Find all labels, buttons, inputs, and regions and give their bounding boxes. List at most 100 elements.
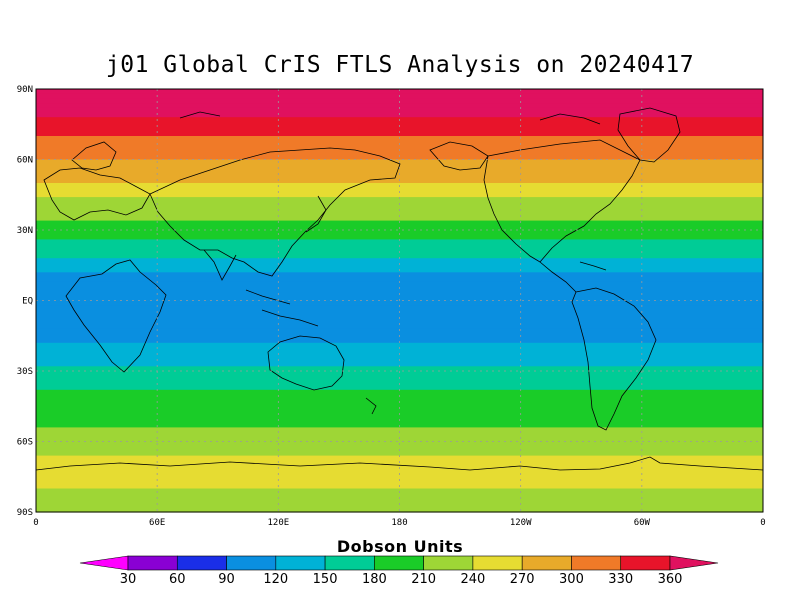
colorbar-extend-low	[79, 555, 129, 571]
longitude-label: 120E	[267, 518, 289, 528]
colorbar-tick-label: 270	[509, 572, 535, 587]
ozone-band	[36, 361, 763, 367]
ozone-band	[36, 154, 763, 161]
ozone-band	[36, 427, 763, 433]
colorbar-tick-label: 30	[119, 572, 137, 587]
ozone-band	[36, 469, 763, 475]
colorbar-swatch	[176, 555, 227, 571]
colorbar-tick-label: 210	[411, 572, 437, 587]
ozone-band	[36, 131, 763, 137]
ozone-band	[36, 347, 763, 353]
latitude-label: EQ	[22, 297, 33, 307]
latitude-label: 30S	[17, 367, 33, 377]
longitude-label: 0	[760, 518, 765, 528]
latitude-label: 60N	[17, 156, 33, 166]
ozone-band	[36, 319, 763, 325]
ozone-band	[36, 253, 763, 259]
ozone-band	[36, 215, 763, 222]
colorbar-tick-label: 90	[218, 572, 235, 587]
ozone-band	[36, 366, 763, 372]
ozone-band	[36, 413, 763, 419]
longitude-label: 180	[391, 518, 407, 528]
colorbar-tick-label: 120	[263, 572, 289, 587]
ozone-band	[36, 192, 763, 198]
ozone-band	[36, 403, 763, 410]
ozone-band	[36, 112, 763, 118]
ozone-band	[36, 502, 763, 508]
longitude-label: 60E	[149, 518, 165, 528]
ozone-band	[36, 230, 763, 236]
longitude-labels: 0 60E 120E 180 120W 60W 0	[33, 518, 765, 528]
ozone-band	[36, 446, 763, 452]
longitude-label: 120W	[510, 518, 532, 528]
ozone-band	[36, 371, 763, 377]
ozone-band	[36, 89, 763, 95]
ozone-band	[36, 277, 763, 283]
ozone-band	[36, 281, 763, 287]
ozone-band	[36, 187, 763, 193]
colorbar-swatch	[521, 555, 572, 571]
ozone-band	[36, 121, 763, 128]
colorbar-swatch	[275, 555, 326, 571]
ozone-band	[36, 211, 763, 217]
latitude-label: 30N	[17, 226, 33, 236]
ozone-band	[36, 103, 763, 109]
latitude-label: 90N	[17, 85, 33, 95]
colorbar-title: Dobson Units	[336, 537, 464, 556]
ozone-band	[36, 394, 763, 400]
coastlines	[35, 107, 764, 471]
colorbar-tick-label: 180	[361, 572, 387, 587]
ozone-band	[36, 338, 763, 344]
ozone-band	[36, 220, 763, 226]
ozone-band	[36, 164, 763, 170]
map-gridlines	[36, 89, 763, 512]
ozone-band	[36, 385, 763, 391]
ozone-band	[36, 295, 763, 302]
ozone-band	[36, 474, 763, 480]
ozone-band	[36, 150, 763, 156]
ozone-band	[36, 432, 763, 438]
ozone-band	[36, 239, 763, 245]
ozone-band	[36, 328, 763, 334]
map-frame	[35, 88, 764, 513]
ozone-band	[36, 107, 763, 114]
ozone-band	[36, 450, 763, 457]
ozone-band	[36, 497, 763, 504]
colorbar-swatch	[571, 555, 622, 571]
ozone-band	[36, 342, 763, 349]
colorbar-tick-label: 330	[608, 572, 634, 587]
colorbar-tick-label: 150	[312, 572, 338, 587]
ozone-band	[36, 258, 763, 264]
colorbar-swatch	[620, 555, 671, 571]
ozone-band	[36, 324, 763, 330]
ozone-band	[36, 389, 763, 396]
colorbar-swatch	[127, 555, 178, 571]
ozone-band	[36, 305, 763, 311]
ozone-band	[36, 436, 763, 443]
latitude-label: 90S	[17, 508, 33, 518]
ozone-band	[36, 262, 763, 269]
colorbar-extend-high	[669, 555, 719, 571]
colorbar-tick-label: 60	[168, 572, 186, 587]
ozone-band	[36, 493, 763, 499]
ozone-band	[36, 286, 763, 292]
longitude-label: 0	[33, 518, 38, 528]
ozone-band	[36, 300, 763, 306]
chart-title: j01 Global CrIS FTLS Analysis on 2024041…	[105, 52, 695, 78]
ozone-band	[36, 234, 763, 240]
colorbar-swatch	[423, 555, 474, 571]
colorbar-tick-label: 300	[559, 572, 584, 587]
colorbar-swatch	[324, 555, 375, 571]
ozone-band	[36, 168, 763, 175]
latitude-label: 60S	[17, 438, 33, 448]
ozone-band	[36, 126, 763, 132]
latitude-labels: 90N 60N 30N EQ 30S 60S 90S	[17, 85, 33, 518]
colorbar	[79, 555, 719, 571]
ozone-band	[36, 408, 763, 414]
colorbar-swatch	[226, 555, 277, 571]
colorbar-swatch	[374, 555, 424, 571]
longitude-label: 60W	[634, 518, 651, 528]
ozone-band	[36, 455, 763, 461]
colorbar-tick-label: 360	[657, 572, 683, 587]
